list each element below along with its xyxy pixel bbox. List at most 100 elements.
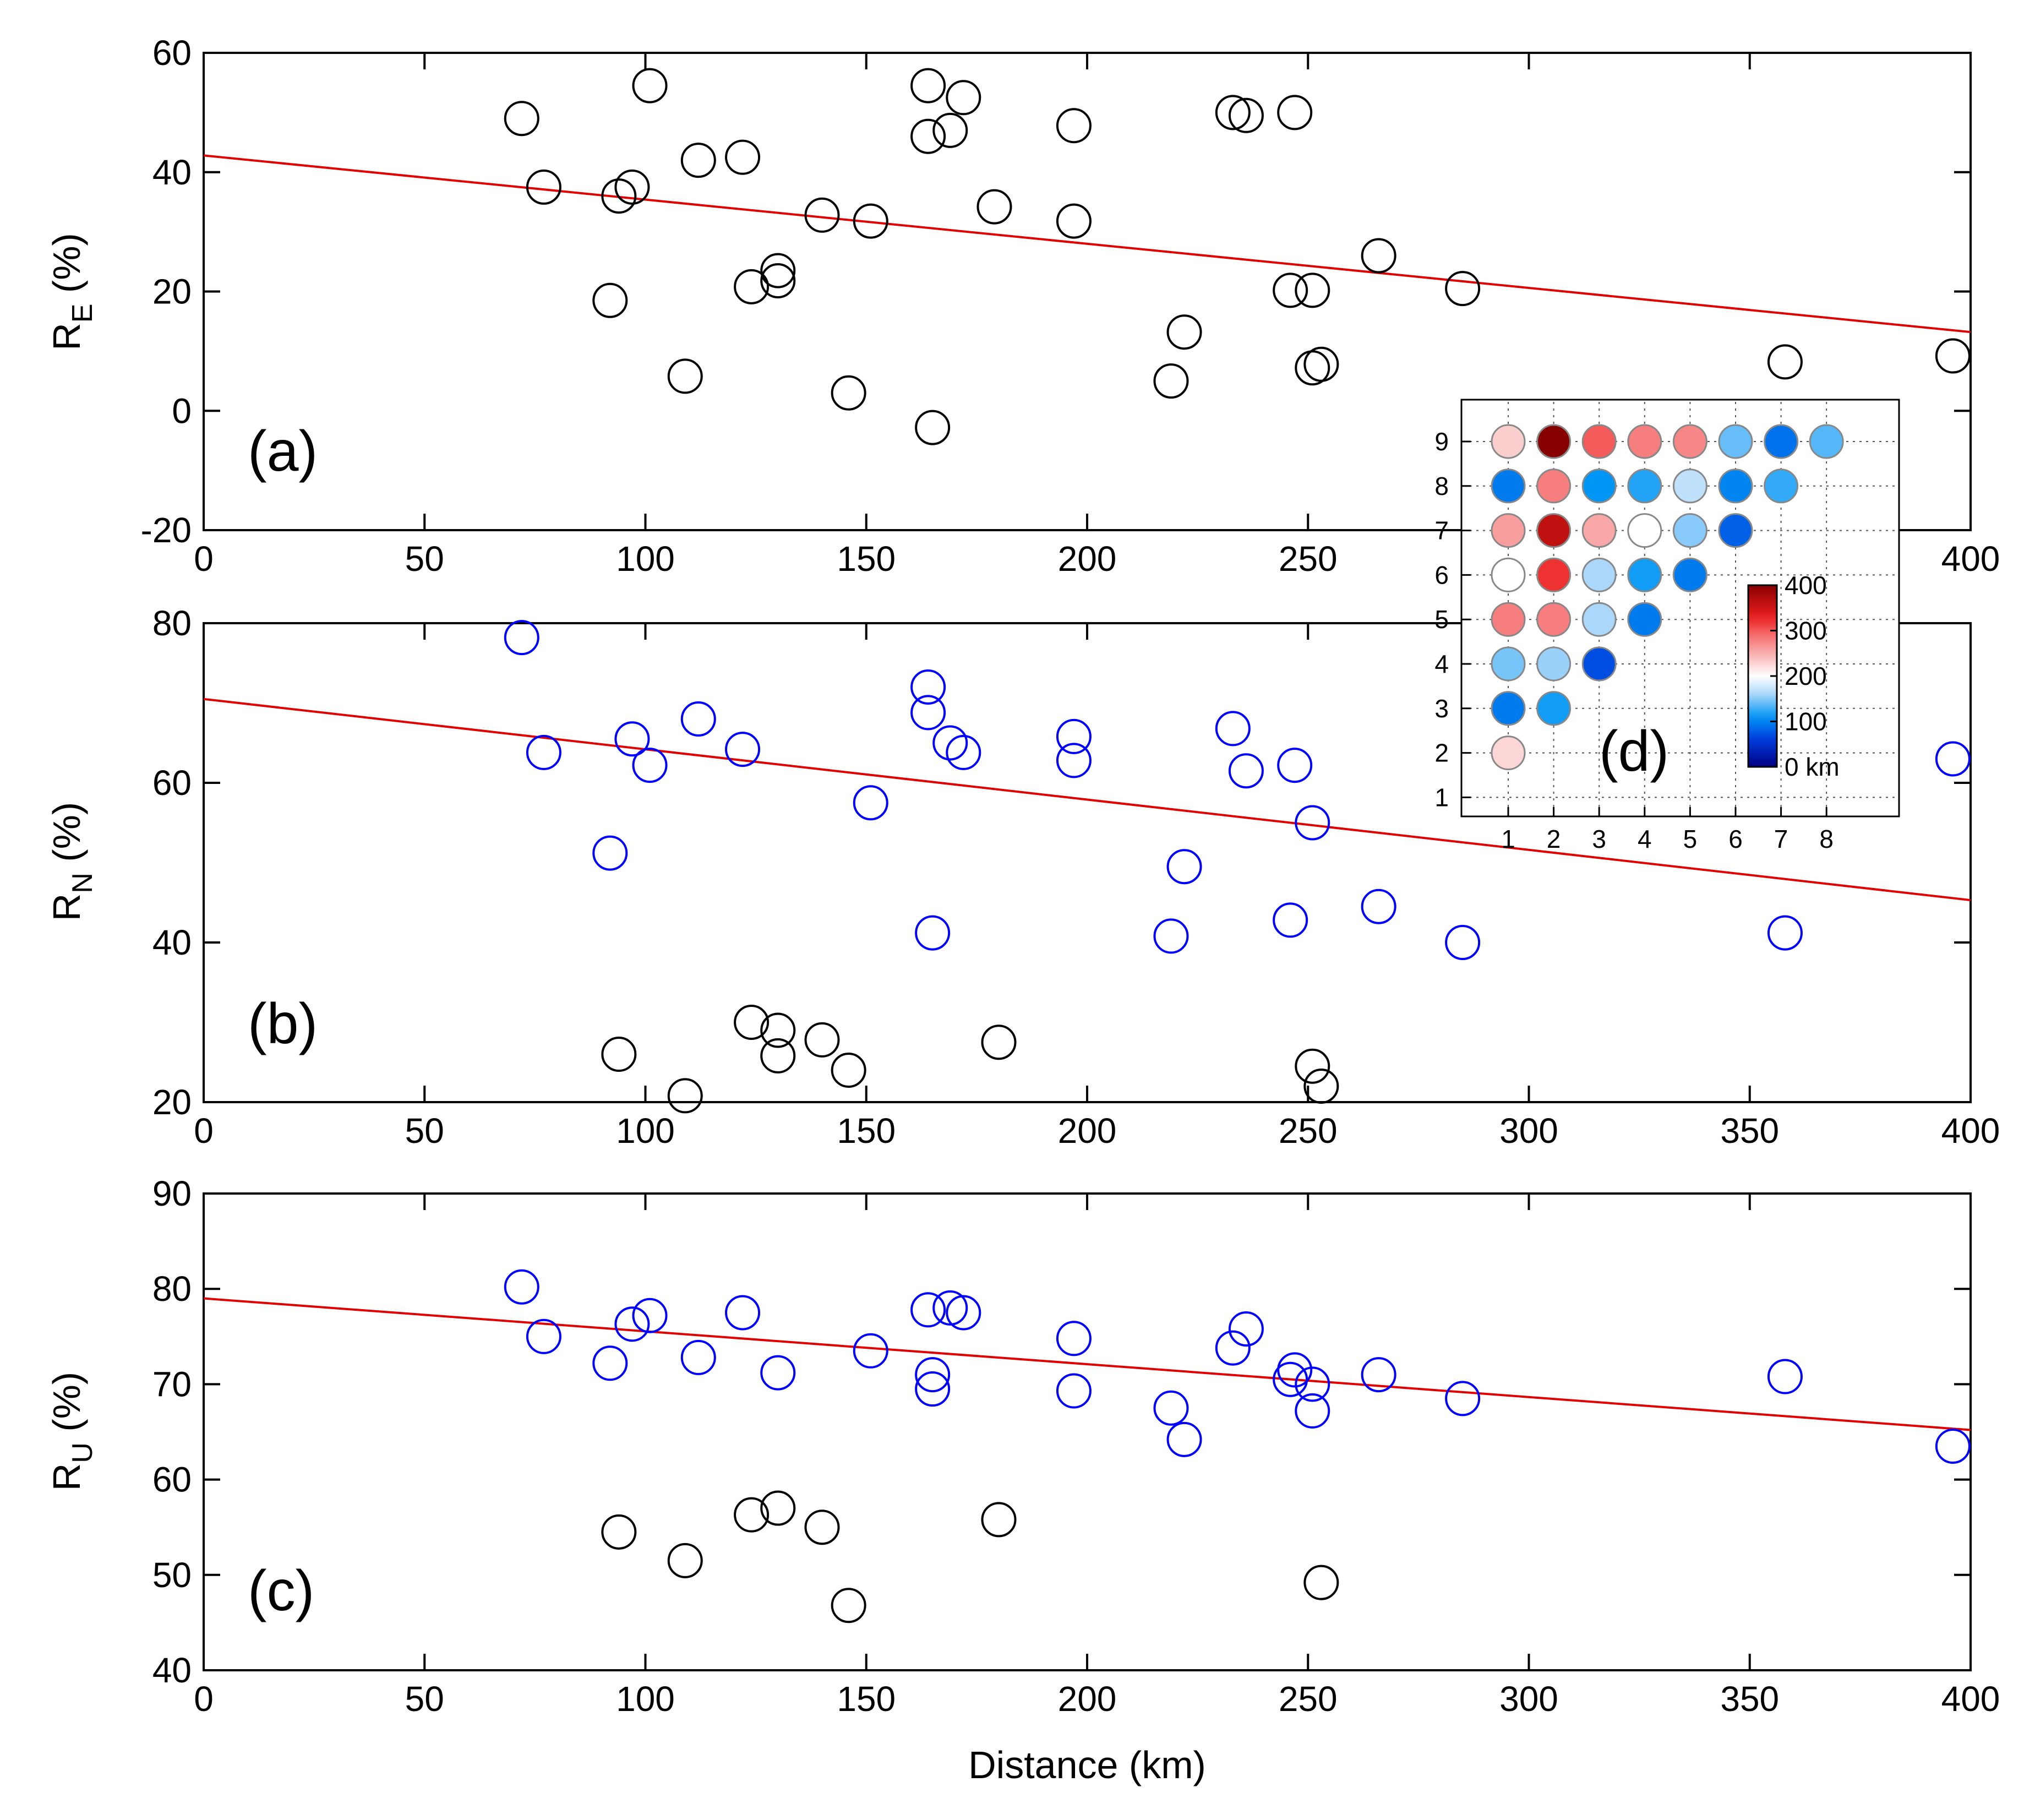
inset-cell (1764, 424, 1799, 459)
y-axis-title-unit: (%) (45, 802, 88, 873)
data-point-black (725, 139, 761, 175)
data-point-black (760, 263, 796, 298)
y-axis-title-subscript: U (67, 1442, 99, 1463)
panel-label-d: (d) (1599, 720, 1669, 783)
data-point-black (981, 1502, 1017, 1538)
data-point-black (734, 1005, 770, 1040)
x-tick-label: 150 (837, 1679, 896, 1719)
x-tick-label: 400 (1941, 1679, 2000, 1719)
data-point-black (526, 169, 561, 205)
x-axis-title: Distance (km) (968, 1743, 1206, 1786)
inset-cell (1627, 513, 1662, 548)
data-point-black (1056, 203, 1092, 239)
inset-x-tick-label: 3 (1592, 825, 1606, 853)
data-point-blue (1277, 748, 1313, 783)
x-tick-label: 400 (1941, 539, 2000, 579)
x-tick-label: 200 (1058, 1679, 1117, 1719)
data-point-black (910, 118, 946, 154)
data-point-blue (1215, 711, 1251, 746)
inset-cells (1491, 424, 1844, 771)
colorbar-tick-label: 100 (1785, 707, 1827, 736)
y-tick-label: 60 (152, 1460, 192, 1500)
data-point-black (1935, 338, 1971, 374)
data-point-black (760, 1490, 796, 1526)
data-point-black (932, 112, 968, 148)
data-point-black (831, 375, 866, 411)
y-axis-title-main: R (45, 1463, 88, 1491)
inset-cell (1672, 513, 1707, 548)
data-point-black (976, 189, 1012, 225)
inset-cell (1581, 557, 1617, 592)
x-tick-label: 250 (1279, 1679, 1338, 1719)
data-point-blue (932, 1290, 968, 1326)
data-point-blue (1056, 718, 1092, 754)
y-tick-label: 80 (152, 1269, 192, 1309)
inset-y-tick-label: 4 (1434, 650, 1449, 678)
x-tick-label: 250 (1279, 1111, 1338, 1151)
inset-cell (1491, 646, 1526, 682)
data-point-black (667, 1078, 703, 1114)
x-tick-label: 0 (194, 1111, 214, 1151)
data-point-blue (910, 669, 946, 705)
data-point-black (831, 1053, 866, 1088)
inset-x-tick-label: 2 (1547, 825, 1561, 853)
y-tick-label: 40 (152, 923, 192, 962)
data-point-blue (680, 1339, 716, 1375)
inset-cell (1672, 468, 1707, 504)
y-tick-label: 80 (152, 603, 192, 643)
colorbar-tick-label: 200 (1785, 662, 1827, 690)
data-point-blue (1445, 925, 1481, 960)
inset-cell (1627, 468, 1662, 504)
inset-ticks: 1 2 3 4 5 6 7 8 1 2 3 4 5 6 7 8 9 (1434, 427, 1834, 853)
data-point-black (1215, 95, 1251, 130)
y-axis-title: RE (%) (45, 233, 99, 351)
inset-cell (1491, 513, 1526, 548)
data-point-blue (853, 785, 888, 821)
y-tick-label: 90 (152, 1174, 192, 1213)
data-point-blue (592, 1345, 628, 1381)
data-point-black (614, 169, 650, 205)
inset-cell (1491, 602, 1526, 637)
data-point-black (1228, 97, 1264, 133)
data-point-black (1361, 238, 1396, 274)
regression-line (203, 154, 1971, 334)
data-point-blue (632, 748, 668, 783)
data-point-blue (915, 1357, 951, 1393)
data-point-black (667, 1543, 703, 1578)
inset-cell (1581, 468, 1617, 504)
colorbar-bottom-label: 0 km (1785, 753, 1840, 781)
y-tick-label: 0 (172, 391, 192, 431)
data-point-black (804, 1022, 840, 1058)
x-tick-label: 150 (837, 539, 896, 579)
inset-cell (1491, 691, 1526, 726)
data-point-blue (1277, 1352, 1313, 1388)
inset-cell (1536, 557, 1572, 592)
data-point-blue (725, 732, 761, 767)
inset-cell (1581, 513, 1617, 548)
y-axis-title-subscript: N (67, 873, 99, 893)
inset-cell (1627, 602, 1662, 637)
inset-y-tick-label: 9 (1434, 427, 1449, 456)
y-axis-title: RN (%) (45, 802, 99, 921)
panel-b: 0 50 100 150 200 250 300 350 400 20 40 60 80 RN (%) (b… (45, 603, 2000, 1151)
y-tick-label: 40 (152, 152, 192, 192)
panel-label-a: (a) (248, 419, 318, 483)
inset-cell (1581, 646, 1617, 682)
data-point-black (601, 1037, 637, 1072)
inset-x-tick-label: 8 (1819, 825, 1834, 853)
colorbar-tick-label: 300 (1785, 617, 1827, 645)
data-point-blue (1056, 1373, 1092, 1409)
data-point-blue (915, 915, 951, 951)
data-point-black (910, 68, 946, 103)
data-point-blue (1056, 1321, 1092, 1356)
inset-cell (1536, 424, 1572, 459)
inset-x-tick-label: 7 (1774, 825, 1788, 853)
data-point-black (504, 101, 539, 137)
inset-cell (1536, 691, 1572, 726)
data-point-blue (1273, 1361, 1308, 1397)
x-tick-label: 250 (1279, 539, 1338, 579)
x-tick-label: 400 (1941, 1111, 2000, 1151)
inset-cell (1718, 468, 1753, 504)
data-point-blue (504, 1269, 539, 1305)
